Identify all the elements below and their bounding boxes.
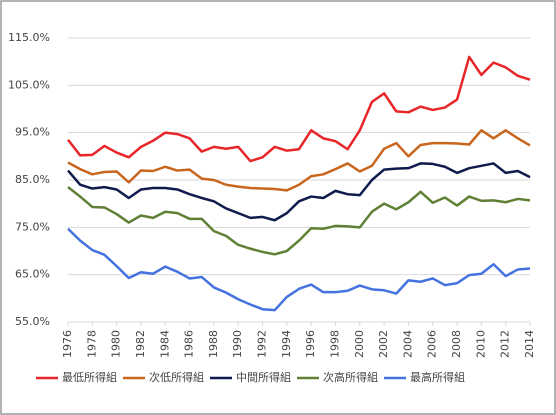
- y-tick-label: 85.0%: [15, 173, 50, 186]
- x-tick-label: 1978: [85, 330, 98, 358]
- x-tick-label: 2008: [450, 330, 463, 358]
- legend-label: 次低所得組: [149, 370, 204, 384]
- x-tick-label: 2014: [523, 330, 536, 358]
- legend-label: 中間所得組: [236, 371, 291, 384]
- x-tick-label: 1992: [256, 330, 269, 358]
- x-tick-label: 2002: [377, 330, 390, 358]
- y-tick-label: 55.0%: [15, 315, 50, 328]
- legend-label: 最低所得組: [62, 371, 117, 384]
- x-tick-label: 1976: [61, 330, 74, 358]
- x-tick-label: 2012: [499, 330, 512, 358]
- x-tick-label: 1996: [304, 330, 317, 358]
- x-tick-label: 1988: [207, 330, 220, 358]
- series-line: [67, 55, 531, 163]
- y-tick-label: 115.0%: [8, 31, 50, 44]
- x-tick-label: 1994: [280, 330, 293, 358]
- x-tick-label: 1984: [158, 330, 171, 358]
- legend-label: 次高所得組: [323, 370, 378, 384]
- x-tick-label: 1990: [231, 330, 244, 358]
- x-tick-label: 1986: [183, 330, 196, 358]
- series-line: [67, 186, 531, 256]
- series-line: [67, 162, 531, 222]
- series-line: [67, 129, 531, 192]
- x-tick-label: 2006: [426, 330, 439, 358]
- y-tick-label: 95.0%: [15, 126, 50, 139]
- series-line: [67, 227, 531, 312]
- x-tick-label: 2010: [474, 330, 487, 358]
- y-tick-label: 105.0%: [8, 78, 50, 91]
- x-tick-label: 1982: [134, 330, 147, 358]
- y-tick-label: 75.0%: [15, 220, 50, 233]
- x-tick-label: 1980: [110, 330, 123, 358]
- x-tick-label: 2004: [401, 330, 414, 358]
- y-tick-label: 65.0%: [15, 268, 50, 281]
- x-tick-label: 1998: [328, 330, 341, 358]
- legend-label: 最高所得組: [410, 370, 465, 384]
- x-tick-label: 2000: [353, 330, 366, 358]
